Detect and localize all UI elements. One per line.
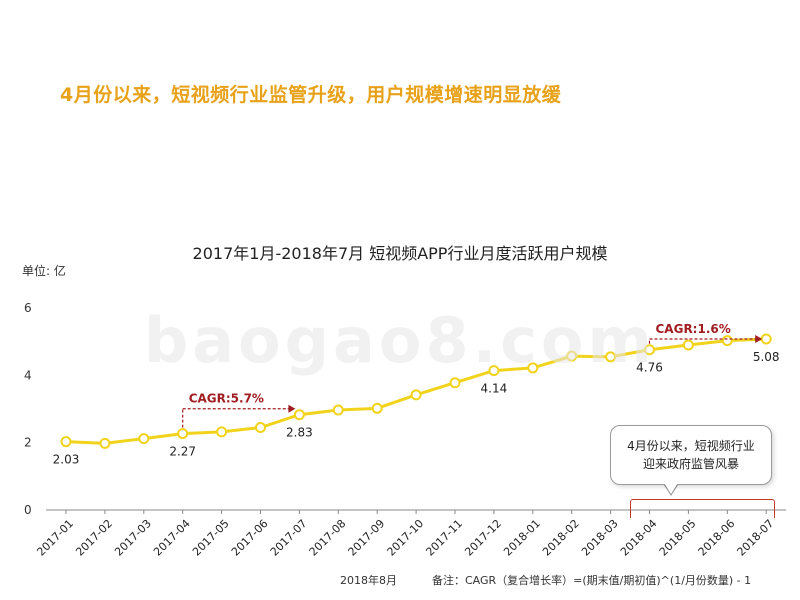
x-tick-label: 2017-08 xyxy=(307,517,349,559)
data-point xyxy=(138,433,150,445)
x-tick-label: 2018-02 xyxy=(540,517,582,559)
x-tick-label: 2017-10 xyxy=(385,517,427,559)
data-point xyxy=(293,409,305,421)
data-point xyxy=(449,377,461,389)
callout-tail-inner xyxy=(663,481,679,494)
footer-date: 2018年8月 xyxy=(340,574,397,587)
page-headline: 4月份以来，短视频行业监管升级，用户规模增速明显放缓 xyxy=(60,84,562,106)
data-point xyxy=(255,422,266,434)
x-tick-label: 2017-04 xyxy=(151,517,193,559)
data-point xyxy=(99,437,111,449)
data-point xyxy=(332,404,344,416)
x-tick-label: 2017-05 xyxy=(190,517,232,559)
x-tick-label: 2017-01 xyxy=(34,517,76,559)
x-tick-label: 2018-03 xyxy=(579,517,621,559)
x-tick-label: 2017-03 xyxy=(112,517,154,559)
data-point xyxy=(60,436,72,448)
highlight-box xyxy=(630,499,775,518)
y-tick-label: 4 xyxy=(24,368,32,382)
data-label: 4.76 xyxy=(636,361,663,375)
data-label: 4.14 xyxy=(481,382,508,396)
data-point xyxy=(644,344,655,356)
data-point xyxy=(410,389,422,401)
cagr-label: CAGR:1.6% xyxy=(656,322,731,336)
y-unit-label: 单位: 亿 xyxy=(22,264,66,278)
data-point xyxy=(605,351,617,363)
data-point xyxy=(216,426,228,438)
callout-line-2: 迎来政府监管风暴 xyxy=(642,457,739,471)
x-tick-label: 2018-05 xyxy=(657,517,699,559)
data-label: 2.27 xyxy=(169,445,196,459)
cagr-arrowhead xyxy=(288,404,296,413)
x-tick-label: 2017-11 xyxy=(423,517,465,559)
y-tick-label: 6 xyxy=(24,301,32,315)
footer-note: 备注：CAGR（复合增长率）=(期末值/期初值)^(1/月份数量) - 1 xyxy=(432,574,752,587)
y-tick-label: 2 xyxy=(24,436,32,450)
data-point xyxy=(371,402,383,414)
chart-title: 2017年1月-2018年7月 短视频APP行业月度活跃用户规模 xyxy=(192,244,608,263)
data-label: 5.08 xyxy=(753,350,780,364)
x-tick-label: 2018-01 xyxy=(501,517,543,559)
cagr-arrowhead xyxy=(755,334,763,343)
data-point xyxy=(566,350,578,362)
x-tick-label: 2018-04 xyxy=(618,517,660,559)
data-point xyxy=(527,362,539,374)
data-point xyxy=(760,333,772,345)
x-tick-label: 2017-07 xyxy=(268,517,310,559)
x-tick-label: 2017-06 xyxy=(229,517,271,559)
x-tick-label: 2017-09 xyxy=(346,517,388,559)
x-tick-label: 2017-12 xyxy=(462,517,504,559)
data-label: 2.03 xyxy=(53,453,80,467)
x-tick-label: 2018-06 xyxy=(696,517,738,559)
y-tick-label: 0 xyxy=(24,503,32,517)
data-label: 2.83 xyxy=(286,426,313,440)
x-tick-label: 2017-02 xyxy=(73,517,115,559)
data-point xyxy=(721,335,733,347)
x-tick-label: 2018-07 xyxy=(735,517,777,559)
regulation-callout: 4月份以来，短视频行业 迎来政府监管风暴 xyxy=(610,425,772,485)
callout-line-1: 4月份以来，短视频行业 xyxy=(627,439,755,453)
cagr-label: CAGR:5.7% xyxy=(189,392,264,406)
data-point xyxy=(488,365,500,377)
data-point xyxy=(177,428,189,440)
data-point xyxy=(682,339,694,351)
